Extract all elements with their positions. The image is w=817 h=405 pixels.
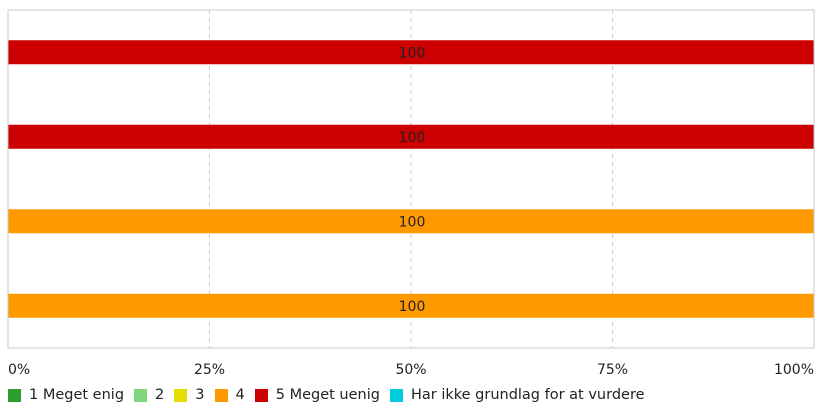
x-tick-label: 0% — [8, 362, 30, 378]
legend-item: 2 — [134, 387, 164, 403]
bar-segment — [8, 293, 814, 318]
plot-frame — [7, 9, 815, 349]
data-labels: 100 100 100 100 — [399, 45, 426, 315]
legend-swatch — [389, 388, 403, 402]
legend-swatch — [214, 388, 228, 402]
bar-segment — [8, 209, 814, 234]
legend-swatch — [174, 388, 188, 402]
legend-item: 5 Meget uenig — [254, 387, 380, 403]
legend-label: Har ikke grundlag for at vurdere — [410, 387, 645, 403]
legend-swatch — [134, 388, 148, 402]
x-tick-label: 50% — [395, 362, 426, 378]
legend-item: 1 Meget enig — [8, 387, 124, 403]
legend-swatch — [254, 388, 268, 402]
data-label: 100 — [399, 45, 426, 61]
legend-label: 1 Meget enig — [29, 387, 125, 403]
stacked-bar-chart: 100 100 100 100 0% 25% 50% 75% 100% — [7, 9, 815, 378]
legend-label: 5 Meget uenig — [275, 387, 380, 403]
legend-item: 3 — [174, 387, 205, 403]
data-label: 100 — [399, 214, 426, 230]
data-label: 100 — [399, 130, 426, 146]
legend-item: 4 — [214, 387, 245, 403]
x-tick-label: 100% — [774, 362, 814, 378]
legend-label: 3 — [195, 387, 205, 403]
x-tick-label: 25% — [194, 362, 225, 378]
legend-item: Har ikke grundlag for at vurdere — [389, 387, 645, 403]
data-label: 100 — [399, 299, 426, 315]
bar-segment — [8, 124, 814, 149]
legend: 1 Meget enig 2 3 4 5 Meget uenig Har ikke gru… — [8, 386, 655, 404]
legend-swatch — [8, 388, 21, 402]
legend-label: 2 — [155, 387, 165, 403]
gridlines — [209, 10, 613, 348]
bar-segment — [8, 40, 814, 65]
bars — [8, 40, 814, 318]
x-axis-ticks: 0% 25% 50% 75% 100% — [8, 362, 814, 378]
legend-label: 4 — [235, 387, 245, 403]
x-tick-label: 75% — [597, 362, 628, 378]
